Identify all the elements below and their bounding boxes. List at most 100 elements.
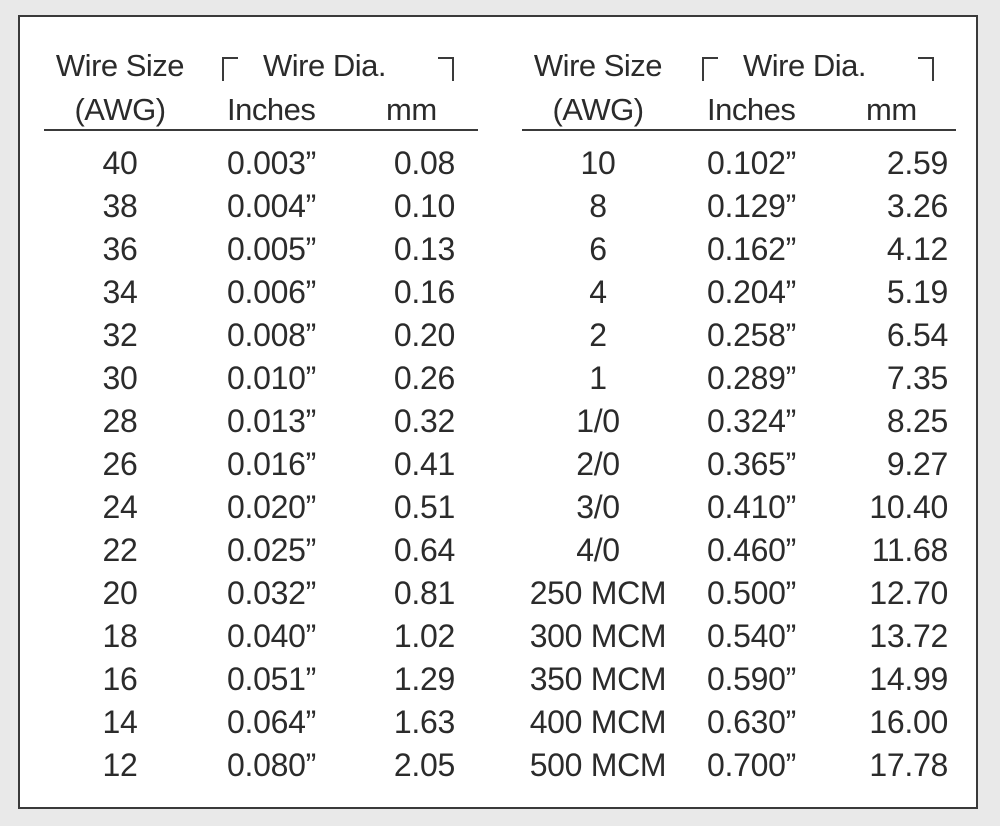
awg-cell: 20: [102, 575, 138, 611]
inches-cell: 0.025”: [227, 532, 316, 568]
header-rule: [44, 129, 478, 131]
inches-cell: 0.204”: [707, 274, 796, 310]
table-row: 36 0.005” 0.13: [20, 228, 500, 271]
table-row: 300 MCM 0.540” 13.72: [500, 615, 980, 658]
awg-cell: 400 MCM: [529, 704, 667, 740]
mm-heading: mm: [386, 92, 437, 127]
table-row: 500 MCM 0.700” 17.78: [500, 744, 980, 787]
awg-cell: 500 MCM: [529, 747, 667, 783]
table-row: 350 MCM 0.590” 14.99: [500, 658, 980, 701]
awg-cell: 22: [102, 532, 138, 568]
mm-cell: 6.54: [886, 317, 948, 353]
bracket-left: [222, 57, 238, 81]
mm-cell: 0.81: [393, 575, 455, 611]
table-row: 30 0.010” 0.26: [20, 357, 500, 400]
awg-cell: 34: [102, 274, 138, 310]
mm-cell: 7.35: [886, 360, 948, 396]
awg-cell: 24: [102, 489, 138, 525]
inches-cell: 0.258”: [707, 317, 796, 353]
inches-cell: 0.700”: [707, 747, 796, 783]
inches-cell: 0.129”: [707, 188, 796, 224]
awg-heading: (AWG): [552, 92, 644, 127]
mm-heading: mm: [866, 92, 917, 127]
awg-cell: 8: [589, 188, 607, 224]
awg-cell: 350 MCM: [529, 661, 667, 697]
table-row: 1/0 0.324” 8.25: [500, 400, 980, 443]
table-row: 14 0.064” 1.63: [20, 701, 500, 744]
inches-cell: 0.006”: [227, 274, 316, 310]
inches-cell: 0.013”: [227, 403, 316, 439]
mm-cell: 0.08: [393, 145, 455, 181]
awg-cell: 28: [102, 403, 138, 439]
table-row: 28 0.013” 0.32: [20, 400, 500, 443]
mm-cell: 1.02: [393, 618, 455, 654]
inches-cell: 0.040”: [227, 618, 316, 654]
mm-cell: 0.10: [393, 188, 455, 224]
inches-cell: 0.064”: [227, 704, 316, 740]
awg-cell: 300 MCM: [529, 618, 667, 654]
right-rows: 10 0.102” 2.59 8 0.129” 3.26 6 0.162” 4.12 4 0.204…: [500, 142, 980, 787]
table-row: 3/0 0.410” 10.40: [500, 486, 980, 529]
bracket-right: [918, 57, 934, 81]
inches-cell: 0.460”: [707, 532, 796, 568]
table-row: 22 0.025” 0.64: [20, 529, 500, 572]
inches-heading: Inches: [707, 92, 796, 127]
mm-cell: 0.26: [393, 360, 455, 396]
left-rows: 40 0.003” 0.08 38 0.004” 0.10 36 0.005” 0.13 34 0.…: [20, 142, 500, 787]
inches-cell: 0.102”: [707, 145, 796, 181]
bracket-right: [438, 57, 454, 81]
inches-cell: 0.590”: [707, 661, 796, 697]
mm-cell: 8.25: [886, 403, 948, 439]
wire-dia-heading: Wire Dia.: [263, 48, 386, 83]
mm-cell: 1.63: [393, 704, 455, 740]
inches-cell: 0.005”: [227, 231, 316, 267]
table-row: 18 0.040” 1.02: [20, 615, 500, 658]
awg-cell: 36: [102, 231, 138, 267]
mm-cell: 5.19: [886, 274, 948, 310]
inches-cell: 0.500”: [707, 575, 796, 611]
inches-cell: 0.540”: [707, 618, 796, 654]
mm-cell: 4.12: [886, 231, 948, 267]
awg-cell: 40: [102, 145, 138, 181]
table-row: 2/0 0.365” 9.27: [500, 443, 980, 486]
mm-cell: 13.72: [869, 618, 948, 654]
awg-cell: 4: [589, 274, 607, 310]
right-table-header: Wire Size (AWG) Wire Dia. Inches mm: [500, 45, 980, 131]
table-row: 8 0.129” 3.26: [500, 185, 980, 228]
awg-cell: 1: [589, 360, 607, 396]
mm-cell: 10.40: [869, 489, 948, 525]
table-row: 20 0.032” 0.81: [20, 572, 500, 615]
inches-cell: 0.010”: [227, 360, 316, 396]
inches-cell: 0.080”: [227, 747, 316, 783]
awg-cell: 2: [589, 317, 607, 353]
mm-cell: 2.59: [886, 145, 948, 181]
inches-cell: 0.365”: [707, 446, 796, 482]
table-row: 10 0.102” 2.59: [500, 142, 980, 185]
header-rule: [522, 129, 956, 131]
awg-cell: 2/0: [576, 446, 620, 482]
table-row: 32 0.008” 0.20: [20, 314, 500, 357]
mm-cell: 3.26: [886, 188, 948, 224]
awg-cell: 250 MCM: [529, 575, 667, 611]
table-row: 38 0.004” 0.10: [20, 185, 500, 228]
mm-cell: 0.64: [393, 532, 455, 568]
mm-cell: 0.32: [393, 403, 455, 439]
inches-cell: 0.016”: [227, 446, 316, 482]
inches-cell: 0.410”: [707, 489, 796, 525]
mm-cell: 0.41: [393, 446, 455, 482]
awg-cell: 14: [102, 704, 138, 740]
mm-cell: 9.27: [886, 446, 948, 482]
table-row: 2 0.258” 6.54: [500, 314, 980, 357]
inches-heading: Inches: [227, 92, 316, 127]
mm-cell: 0.20: [393, 317, 455, 353]
inches-cell: 0.630”: [707, 704, 796, 740]
mm-cell: 17.78: [869, 747, 948, 783]
wire-dia-heading: Wire Dia.: [743, 48, 866, 83]
table-row: 1 0.289” 7.35: [500, 357, 980, 400]
table-row: 34 0.006” 0.16: [20, 271, 500, 314]
mm-cell: 14.99: [869, 661, 948, 697]
awg-cell: 30: [102, 360, 138, 396]
table-row: 24 0.020” 0.51: [20, 486, 500, 529]
inches-cell: 0.020”: [227, 489, 316, 525]
wire-size-heading: Wire Size: [55, 48, 185, 83]
